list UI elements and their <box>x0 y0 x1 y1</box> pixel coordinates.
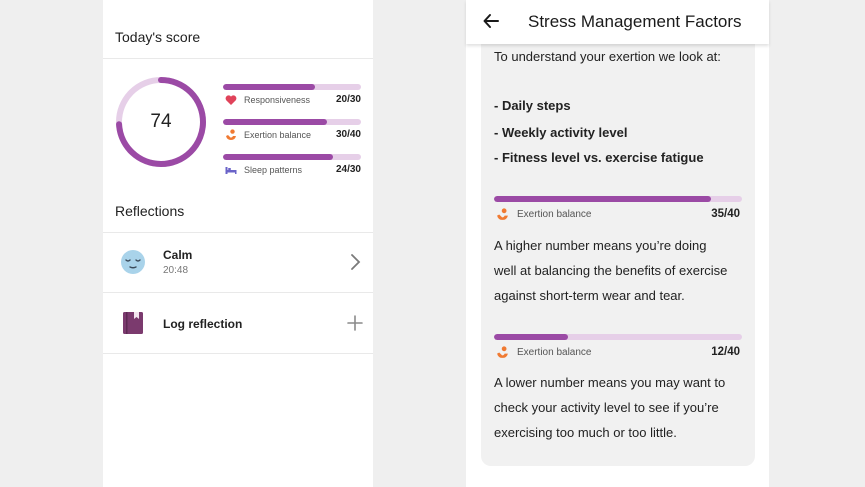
text-line: against short-term wear and tear. <box>494 288 685 303</box>
metric-bar-fill <box>223 154 334 160</box>
score-ring-fill <box>116 77 206 167</box>
calm-face-icon <box>121 250 145 274</box>
bed-icon <box>225 167 237 174</box>
factors-screen: Stress Management Factors To understand … <box>466 0 769 487</box>
score-value: 74 <box>150 111 172 132</box>
divider <box>103 353 373 354</box>
metric-bar-fill <box>494 334 569 340</box>
low-explanation: A lower number means you may want to che… <box>494 370 746 445</box>
metric-bar-fill <box>223 119 327 125</box>
reflections-title: Reflections <box>115 203 185 219</box>
divider <box>103 232 373 233</box>
metric-responsiveness[interactable]: Responsiveness 20/30 <box>223 84 363 114</box>
metric-bar <box>223 119 361 125</box>
metric-score: 30/40 <box>335 129 361 140</box>
score-screen: Today's score 74 Responsiveness 20/30 Ex… <box>103 0 373 487</box>
exertion-icon <box>226 129 236 140</box>
reflection-row-calm[interactable]: Calm 20:48 <box>115 233 373 293</box>
text-line: check your activity level to see if you’… <box>494 400 719 415</box>
bullet-item: - Daily steps <box>494 98 571 113</box>
plus-icon[interactable] <box>347 315 363 331</box>
metric-exertion-low: Exertion balance 12/40 <box>494 334 742 366</box>
page-title: Stress Management Factors <box>528 12 742 31</box>
text-line: A lower number means you may want to <box>494 375 726 390</box>
bullet-item: - Fitness level vs. exercise fatigue <box>494 150 704 165</box>
metric-label: Sleep patterns <box>244 165 303 175</box>
metric-label: Exertion balance <box>517 347 592 358</box>
metric-score: 12/40 <box>711 346 740 358</box>
intro-text: To understand your exertion we look at: <box>494 49 721 64</box>
metric-score: 24/30 <box>335 164 361 175</box>
divider <box>103 292 373 293</box>
text-line: A higher number means you’re doing <box>494 238 707 253</box>
reflection-name: Calm <box>163 248 193 262</box>
exertion-icon <box>497 346 508 358</box>
score-ring <box>116 77 206 167</box>
app-bar: Stress Management Factors <box>466 0 769 44</box>
divider <box>103 58 373 59</box>
exertion-icon <box>497 208 508 220</box>
metric-score: 35/40 <box>711 208 740 220</box>
chevron-right-icon[interactable] <box>349 253 361 271</box>
high-explanation: A higher number means you’re doing well … <box>494 233 746 308</box>
todays-score-title: Today's score <box>115 29 201 45</box>
journal-icon <box>123 312 143 334</box>
log-reflection-label: Log reflection <box>163 317 243 331</box>
metric-bar <box>223 84 361 90</box>
metric-score: 20/30 <box>335 94 361 105</box>
back-arrow-icon[interactable] <box>482 12 500 30</box>
metric-label: Exertion balance <box>517 209 592 220</box>
log-reflection-row[interactable]: Log reflection <box>115 293 373 353</box>
explanation-card: To understand your exertion we look at: … <box>481 30 755 466</box>
metric-label: Responsiveness <box>244 95 311 105</box>
reflection-time: 20:48 <box>163 265 189 276</box>
metric-bar-fill <box>494 196 711 202</box>
metric-bar <box>223 154 361 160</box>
metric-sleep-patterns[interactable]: Sleep patterns 24/30 <box>223 154 363 184</box>
text-line: well at balancing the benefits of exerci… <box>494 263 728 278</box>
metric-label: Exertion balance <box>244 130 312 140</box>
heart-icon <box>225 95 237 105</box>
metric-bar-fill <box>223 84 316 90</box>
bullet-item: - Weekly activity level <box>494 125 628 140</box>
metric-bar <box>494 196 742 202</box>
text-line: exercising too much or too little. <box>494 425 677 440</box>
metric-bar <box>494 334 742 340</box>
metric-exertion-high: Exertion balance 35/40 <box>494 196 742 228</box>
metric-exertion-balance[interactable]: Exertion balance 30/40 <box>223 119 363 149</box>
